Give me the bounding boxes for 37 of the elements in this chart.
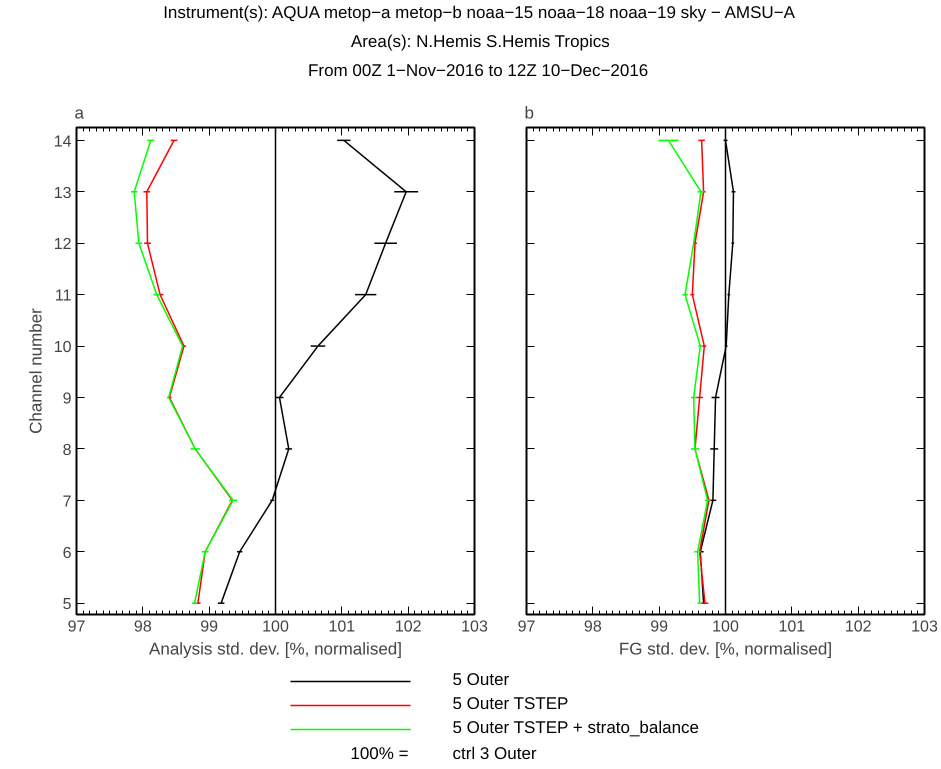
text: Area(s): N.Hemis S.Hemis Tropics	[350, 32, 610, 51]
x-tick-label: 98	[134, 618, 152, 636]
y-tick-label: 10	[54, 339, 72, 356]
x-tick-label: 97	[518, 618, 536, 636]
y-tick-label: 12	[54, 236, 72, 254]
x-axis-title: FG std. dev. [%, normalised]	[618, 640, 832, 658]
y-tick-label: 14	[54, 133, 72, 150]
x-tick-label: 99	[200, 618, 218, 636]
x-tick-label: 101	[778, 618, 806, 636]
text: 5 Outer TSTEP + strato_balance	[452, 718, 699, 737]
y-tick-label: 11	[54, 288, 72, 305]
y-tick-label: 13	[54, 184, 72, 202]
chart-title: b	[524, 104, 534, 122]
x-tick-label: 101	[328, 618, 356, 636]
text: From 00Z 1−Nov−2016 to 12Z 10−Dec−2016	[308, 61, 648, 80]
y-tick-label: 9	[62, 390, 72, 408]
x-tick-label: 99	[650, 618, 668, 636]
chart-title: a	[74, 104, 84, 122]
y-axis-title: Channel number	[26, 308, 46, 434]
y-tick-label: 6	[62, 544, 72, 562]
x-tick-label: 102	[394, 618, 422, 636]
text: Instrument(s): AQUA metop−a metop−b noaa−15 noaa−18 noaa−19 sky − AMSU−A	[163, 3, 796, 22]
x-tick-label: 98	[584, 618, 602, 636]
text: 5 Outer TSTEP	[452, 694, 568, 713]
x-tick-label: 103	[461, 618, 488, 636]
text: 5 Outer	[452, 670, 510, 689]
y-tick-label: 7	[62, 493, 72, 510]
text: ctrl 3 Outer	[452, 744, 537, 763]
y-tick-label: 5	[62, 596, 72, 614]
y-tick-label: 8	[62, 442, 72, 459]
x-tick-label: 97	[68, 618, 86, 636]
x-tick-label: 103	[911, 618, 938, 636]
x-axis-title: Analysis std. dev. [%, normalised]	[149, 640, 402, 658]
x-tick-label: 102	[844, 618, 872, 636]
x-tick-label: 100	[712, 618, 739, 636]
x-tick-label: 100	[262, 618, 289, 636]
text: 100% =	[350, 744, 409, 763]
